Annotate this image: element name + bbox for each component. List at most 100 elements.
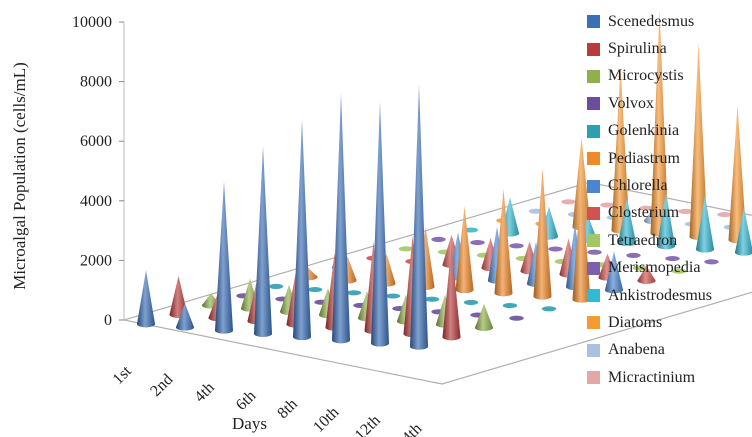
floor-plane: [123, 181, 752, 385]
y-axis-label: Microalgal Population (cells/mL): [10, 62, 29, 290]
cone-ankistrodesmus-14th: [735, 207, 752, 256]
legend-label: Diatoms: [608, 313, 663, 331]
legend-swatch: [587, 152, 600, 166]
legend-item: Microcystis: [587, 63, 752, 90]
cone-merismopedia-12th: [665, 256, 680, 262]
legend-swatch: [587, 371, 600, 385]
x-tick-label: 10th: [310, 404, 342, 436]
cone-merismopedia-14th: [704, 259, 719, 265]
legend-swatch: [587, 15, 600, 29]
cone-scenedesmus-1st: [137, 270, 155, 328]
x-tick-label: 2nd: [147, 371, 176, 400]
legend-label: Scenedesmus: [608, 12, 695, 30]
x-tick-label: 14th: [393, 420, 425, 437]
legend-item: Volvox: [587, 90, 752, 117]
cone-scenedesmus-12th: [371, 101, 389, 347]
cone-tetraedron-14th: [671, 268, 687, 274]
cone-scenedesmus-14th: [410, 84, 428, 350]
cone-scenedesmus-4th: [215, 181, 233, 334]
legend-swatch: [587, 179, 600, 193]
cone-golenkinia-1st: [268, 283, 284, 289]
legend-item: Diatoms: [587, 309, 752, 336]
cone-micractinium-8th: [717, 212, 732, 218]
x-tick-label: 6th: [233, 387, 259, 413]
cone-ankistrodesmus-1st: [463, 227, 479, 233]
legend-item: Anabena: [587, 337, 752, 364]
legend-swatch: [587, 343, 600, 357]
legend-label: Micractinium: [608, 368, 696, 386]
cone-chlorella-14th: [605, 251, 623, 294]
cone-micractinium-2nd: [600, 202, 615, 208]
cone-merismopedia-2nd: [470, 240, 485, 246]
legend-item: Ankistrodesmus: [587, 282, 752, 309]
y-tick-label: 8000: [80, 74, 112, 91]
cone-golenkinia-2nd: [307, 287, 323, 293]
legend-label: Anabena: [608, 341, 665, 359]
cone-tetraedron-12th: [632, 265, 648, 271]
cone-merismopedia-4th: [509, 243, 524, 249]
legend-swatch: [587, 234, 600, 248]
y-tick-label: 0: [104, 312, 112, 329]
legend-label: Golenkinia: [608, 122, 680, 140]
legend-item: Micractinium: [587, 364, 752, 391]
cone-merismopedia-10th: [626, 252, 641, 258]
cone-golenkinia-12th: [502, 303, 518, 309]
legend-swatch: [587, 261, 600, 275]
legend-swatch: [587, 316, 600, 330]
cone-golenkinia-8th: [424, 296, 440, 302]
legend-label: Pediastrum: [608, 149, 680, 167]
y-tick-label: 10000: [72, 14, 112, 31]
legend-label: Chlorella: [608, 177, 668, 195]
legend: Scenedesmus Spirulina Microcystis Volvox Gol…: [587, 8, 752, 391]
cone-tetraedron-1st: [398, 246, 414, 252]
legend-item: Closterium: [587, 200, 752, 227]
cone-golenkinia-10th: [463, 299, 479, 305]
x-tick-label: 12th: [352, 412, 384, 437]
legend-label: Microcystis: [608, 67, 684, 85]
cone-scenedesmus-6th: [254, 145, 272, 337]
cone-ankistrodesmus-12th: [696, 195, 714, 253]
x-axis-label: Days: [232, 414, 267, 433]
cone-scenedesmus-2nd: [176, 303, 194, 331]
cone-merismopedia-1st: [431, 236, 446, 242]
y-tick-label: 2000: [80, 252, 112, 269]
legend-label: Tetraedron: [608, 231, 678, 249]
x-axis: 1st 2nd 4th 6th 8th 10th 12th 14th: [110, 362, 426, 437]
cone-pediastrum-8th: [455, 206, 474, 293]
cone-pediastrum-12th: [533, 168, 552, 300]
cone-golenkinia-6th: [385, 293, 401, 299]
legend-swatch: [587, 206, 600, 220]
legend-label: Closterium: [608, 204, 680, 222]
cone-micractinium-4th: [639, 205, 654, 211]
cone-microcystis-14th: [475, 303, 493, 331]
legend-item: Pediastrum: [587, 145, 752, 172]
legend-item: Chlorella: [587, 172, 752, 199]
legend-label: Merismopedia: [608, 259, 701, 277]
legend-item: Scenedesmus: [587, 8, 752, 35]
cone-micractinium-6th: [678, 208, 693, 214]
cone-merismopedia-6th: [548, 246, 563, 252]
y-tick-label: 6000: [80, 133, 112, 150]
cone-golenkinia-14th: [541, 306, 557, 312]
cone-merismopedia-8th: [587, 249, 602, 255]
y-tick-label: 4000: [80, 193, 112, 210]
legend-swatch: [587, 42, 600, 56]
cone-pediastrum-14th: [572, 180, 591, 303]
cone-scenedesmus-10th: [332, 92, 350, 344]
cone-scenedesmus-8th: [293, 119, 311, 340]
y-axis: 0 2000 4000 6000 8000 10000: [72, 14, 124, 329]
cone-closterium-14th: [637, 265, 656, 284]
cone-volvox-14th: [509, 315, 524, 321]
cone-ankistrodesmus-8th: [618, 198, 636, 246]
legend-item: Tetraedron: [587, 227, 752, 254]
cone-micractinium-1st: [561, 199, 576, 205]
legend-swatch: [587, 289, 600, 303]
legend-item: Merismopedia: [587, 255, 752, 282]
legend-item: Spirulina: [587, 35, 752, 62]
legend-swatch: [587, 97, 600, 111]
x-tick-label: 4th: [191, 379, 217, 405]
cone-golenkinia-4th: [346, 290, 362, 296]
legend-label: Ankistrodesmus: [608, 286, 712, 304]
legend-swatch: [587, 124, 600, 138]
